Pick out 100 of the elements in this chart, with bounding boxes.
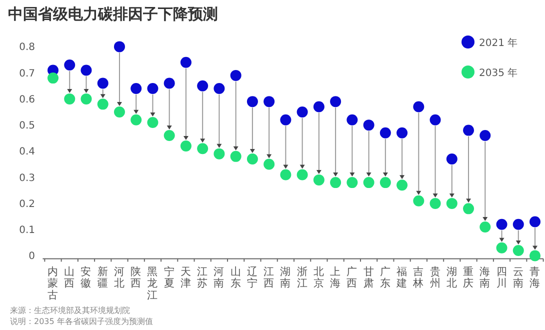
point <box>330 96 342 108</box>
x-tick-label: 甘肃 <box>363 265 374 290</box>
point <box>363 177 374 188</box>
point <box>164 130 175 142</box>
point <box>246 154 258 165</box>
source-note: 来源：生态环境部及其环境规划院 <box>10 306 130 315</box>
x-tick-label: 重庆 <box>463 265 474 290</box>
x-tick-label: 福建 <box>396 265 408 290</box>
point <box>363 120 374 131</box>
point <box>512 244 524 256</box>
y-tick-label: 0.8 <box>19 42 35 54</box>
point <box>313 101 324 112</box>
point <box>97 78 108 89</box>
point <box>380 127 391 138</box>
point <box>346 114 358 126</box>
point <box>296 106 308 118</box>
point <box>313 174 324 186</box>
y-tick-label: 0.4 <box>19 146 35 158</box>
x-tick-label: 四川 <box>496 266 508 290</box>
point <box>130 114 142 126</box>
point <box>463 124 474 136</box>
point <box>80 64 92 76</box>
point <box>114 106 125 118</box>
point <box>413 101 424 112</box>
point <box>480 221 491 232</box>
x-tick-label: 河北 <box>114 266 125 290</box>
x-tick-label: 青海 <box>530 265 540 290</box>
x-tick-label: 湖北 <box>446 266 458 290</box>
point <box>180 140 192 152</box>
point <box>330 177 342 188</box>
point <box>214 148 225 160</box>
point <box>296 169 308 180</box>
point <box>380 177 391 188</box>
y-tick-label: 0.5 <box>19 120 35 132</box>
point <box>446 198 458 209</box>
point <box>64 59 76 70</box>
x-tick-label: 北京 <box>313 265 324 290</box>
x-tick-label: 江西 <box>264 266 275 290</box>
point <box>512 218 524 230</box>
x-tick-label: 云南 <box>512 266 524 290</box>
point <box>496 242 508 254</box>
point <box>114 41 125 52</box>
x-tick-label: 浙江 <box>296 265 308 290</box>
point <box>430 198 441 209</box>
x-tick-label: 广东 <box>380 265 391 290</box>
y-tick-label: 0.2 <box>19 198 35 210</box>
x-tick-label: 河南 <box>214 266 225 290</box>
point <box>48 72 58 84</box>
point <box>130 83 142 94</box>
point <box>530 216 540 228</box>
chart-title: 中国省级电力碳排因子下降预测 <box>8 5 218 23</box>
point <box>147 116 158 128</box>
legend-label: 2035 年 <box>479 67 518 79</box>
y-tick-label: 0.6 <box>19 94 35 106</box>
x-tick-label: 黑龙江 <box>147 266 158 302</box>
point <box>396 127 408 138</box>
x-tick-label: 辽宁 <box>246 266 258 290</box>
point <box>230 150 242 162</box>
x-tick-label: 陕西 <box>130 266 142 290</box>
point <box>264 158 275 170</box>
text: 说明：2035 年各省碳因子强度为预测值 <box>10 317 153 326</box>
point <box>346 177 358 188</box>
point <box>197 143 208 154</box>
x-tick-label: 安徽 <box>80 265 92 290</box>
point <box>463 203 474 214</box>
point <box>280 114 292 126</box>
x-tick-label: 湖南 <box>280 266 292 290</box>
point <box>496 218 508 230</box>
point <box>246 96 258 108</box>
y-tick-label: 0 <box>28 251 35 262</box>
point <box>147 83 158 94</box>
x-tick-label: 新疆 <box>97 265 108 290</box>
point <box>97 98 108 110</box>
legend-label: 2021 年 <box>479 37 518 49</box>
point <box>230 70 242 81</box>
x-tick-label: 山西 <box>64 265 76 290</box>
x-tick-label: 山东 <box>230 265 242 290</box>
x-tick-label: 上海 <box>330 265 342 290</box>
point <box>530 250 540 262</box>
point <box>480 130 491 142</box>
point <box>413 195 424 206</box>
y-tick-label: 0.1 <box>19 225 35 236</box>
point <box>264 96 275 108</box>
x-tick-label: 贵州 <box>430 265 441 290</box>
y-tick-label: 0.3 <box>19 172 35 184</box>
point <box>280 169 292 180</box>
point <box>430 114 441 126</box>
point <box>164 78 175 89</box>
point <box>396 180 408 191</box>
point <box>214 83 225 94</box>
x-tick-label: 广西 <box>346 265 358 290</box>
x-tick-label: 江苏 <box>197 266 208 290</box>
point <box>197 80 208 92</box>
x-tick-label: 天津 <box>180 266 192 290</box>
x-tick-label: 宁夏 <box>164 265 175 290</box>
y-tick-label: 0.7 <box>19 68 35 80</box>
point <box>180 56 192 68</box>
x-tick-label: 内蒙古 <box>48 265 58 302</box>
point <box>80 93 92 104</box>
x-tick-label: 吉林 <box>412 265 424 290</box>
